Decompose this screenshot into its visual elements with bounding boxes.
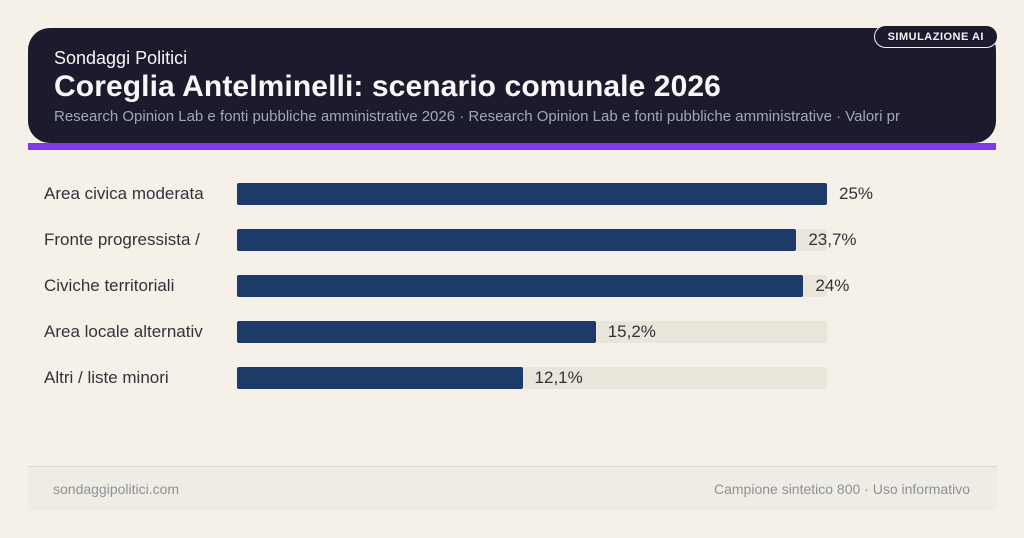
bar-fill — [237, 367, 523, 389]
value-label: 12,1% — [534, 368, 583, 387]
header-card: Sondaggi Politici Coreglia Antelminelli:… — [28, 28, 996, 143]
source-subtitle: Research Opinion Lab e fonti pubbliche a… — [54, 107, 900, 125]
bar-track: 12,1% — [237, 367, 827, 389]
bar-track: 25% — [237, 183, 873, 205]
brand-label: Sondaggi Politici — [54, 48, 188, 68]
bar-track: 23,7% — [237, 229, 857, 251]
chart-row: Fronte progressista / 23,7% — [44, 229, 980, 251]
category-label: Altri / liste minori — [44, 368, 169, 387]
footer-bar: sondaggipolitici.com Campione sintetico … — [28, 466, 997, 510]
value-label: 24% — [815, 276, 850, 295]
chart-row: Area locale alternativ 15,2% — [44, 321, 980, 343]
bar-chart: Area civica moderata 25% Fronte progress… — [44, 183, 980, 413]
chart-row: Area civica moderata 25% — [44, 183, 980, 205]
bar-fill — [237, 321, 596, 343]
value-label: 15,2% — [607, 322, 656, 341]
page-title: Coreglia Antelminelli: scenario comunale… — [54, 70, 721, 104]
footer-note: Campione sintetico 800 · Uso informativo — [713, 480, 970, 497]
bar-track: 15,2% — [237, 321, 827, 343]
footer-site: sondaggipolitici.com — [53, 480, 180, 497]
value-label: 23,7% — [808, 230, 857, 249]
category-label: Area locale alternativ — [44, 322, 203, 341]
bar-fill — [237, 183, 827, 205]
accent-underline — [28, 143, 996, 150]
bar-fill — [237, 275, 804, 297]
bar-rows: Area civica moderata 25% Fronte progress… — [44, 183, 980, 389]
chart-row: Altri / liste minori 12,1% — [44, 367, 980, 389]
bar-fill — [237, 229, 797, 251]
category-label: Area civica moderata — [44, 184, 204, 203]
bar-track: 24% — [237, 275, 849, 297]
category-label: Civiche territoriali — [44, 276, 175, 295]
chart-row: Civiche territoriali 24% — [44, 275, 980, 297]
value-label: 25% — [839, 184, 874, 203]
simulation-badge: SIMULAZIONE AI — [873, 25, 998, 48]
category-label: Fronte progressista / — [44, 230, 200, 249]
